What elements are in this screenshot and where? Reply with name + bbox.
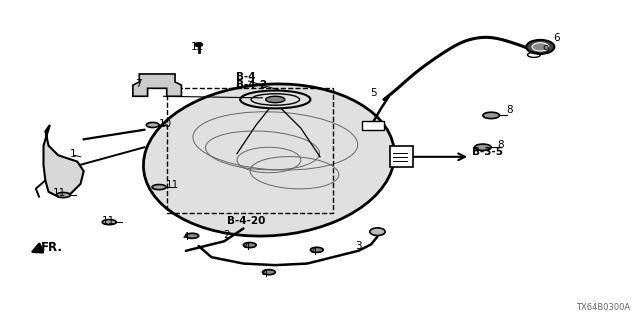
Ellipse shape <box>370 228 385 236</box>
Ellipse shape <box>532 43 548 51</box>
Text: B-4-20: B-4-20 <box>227 216 266 226</box>
Ellipse shape <box>526 40 554 54</box>
Text: 4: 4 <box>243 242 250 252</box>
Ellipse shape <box>262 270 275 275</box>
Text: 2: 2 <box>223 230 230 240</box>
Ellipse shape <box>483 112 499 119</box>
Text: 8: 8 <box>497 140 504 150</box>
Text: 6: 6 <box>553 33 560 43</box>
Ellipse shape <box>310 247 323 252</box>
Text: 12: 12 <box>191 42 204 52</box>
Text: 11: 11 <box>166 180 179 190</box>
Text: 1: 1 <box>70 149 76 159</box>
Text: 11: 11 <box>53 188 67 198</box>
FancyBboxPatch shape <box>362 121 384 130</box>
PathPatch shape <box>44 125 84 197</box>
Text: 4: 4 <box>261 269 268 279</box>
Text: FR.: FR. <box>33 241 63 254</box>
Ellipse shape <box>474 144 491 150</box>
Ellipse shape <box>147 123 159 127</box>
Text: 5: 5 <box>370 88 376 98</box>
Ellipse shape <box>186 233 198 238</box>
Ellipse shape <box>102 220 116 225</box>
Text: 10: 10 <box>159 118 172 129</box>
Text: B-4: B-4 <box>236 72 255 82</box>
Text: 7: 7 <box>135 79 141 89</box>
Ellipse shape <box>195 43 202 47</box>
Text: B-3-5: B-3-5 <box>472 147 503 157</box>
Ellipse shape <box>243 243 256 248</box>
Text: 4: 4 <box>182 232 189 242</box>
Text: 4: 4 <box>310 247 317 257</box>
Text: B-4-2: B-4-2 <box>236 80 267 90</box>
Text: 9: 9 <box>542 45 549 55</box>
Ellipse shape <box>56 193 70 197</box>
Ellipse shape <box>152 185 166 190</box>
PathPatch shape <box>133 74 181 96</box>
Text: TX64B0300A: TX64B0300A <box>575 303 630 312</box>
Text: 8: 8 <box>506 105 513 115</box>
FancyBboxPatch shape <box>390 146 413 167</box>
Text: 3: 3 <box>355 241 362 251</box>
Text: 11: 11 <box>102 216 115 226</box>
Ellipse shape <box>143 84 394 236</box>
Ellipse shape <box>266 96 285 103</box>
